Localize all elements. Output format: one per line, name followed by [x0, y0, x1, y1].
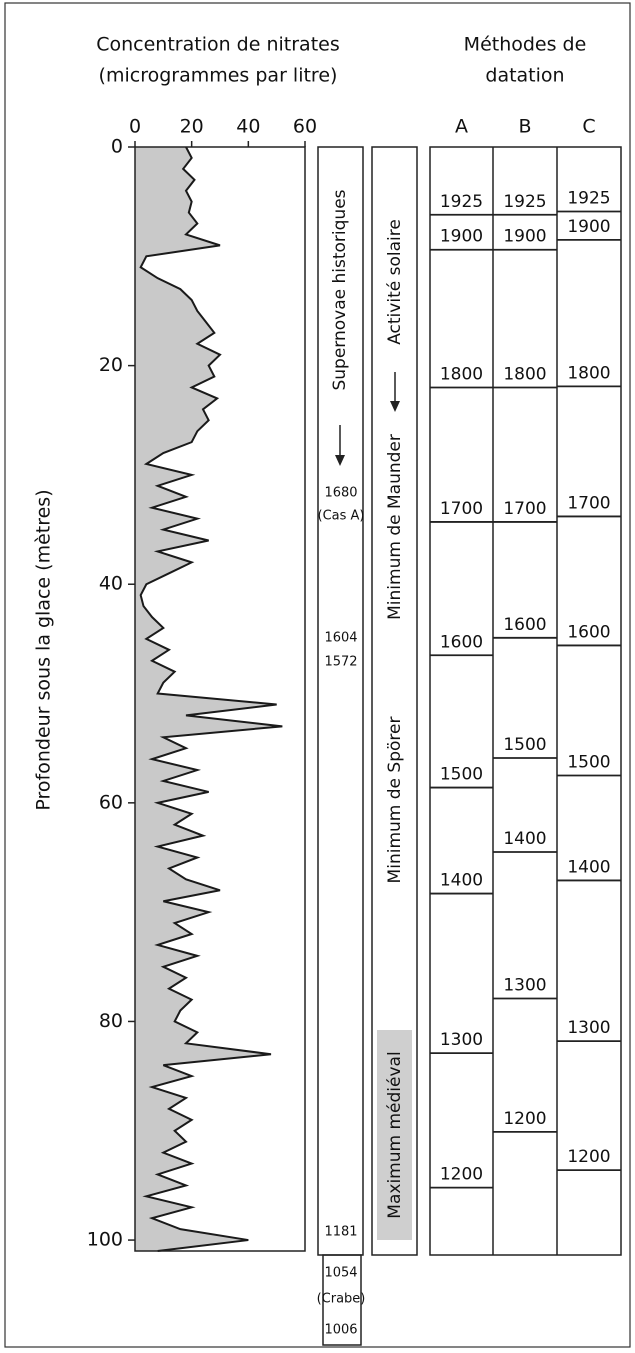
chart-title: Concentration de nitrates	[96, 34, 340, 56]
date-label: 1925	[503, 192, 546, 212]
method-name: A	[455, 116, 468, 138]
medieval-shade	[377, 1030, 412, 1240]
supernova-entry: (Cas A)	[318, 509, 365, 524]
date-label: 1200	[503, 1109, 546, 1129]
date-label: 1800	[567, 363, 610, 383]
date-label: 1400	[440, 871, 483, 891]
y-tick-label: 100	[87, 1229, 123, 1251]
supernova-entry: 1680	[324, 486, 357, 501]
supernova-entry: 1054	[324, 1266, 357, 1281]
y-tick-label: 20	[99, 354, 123, 376]
date-label: 1500	[503, 735, 546, 755]
date-label: 1900	[503, 227, 546, 247]
x-tick-label: 0	[129, 116, 141, 138]
date-label: 1600	[503, 615, 546, 635]
date-label: 1500	[567, 753, 610, 773]
date-label: 1700	[503, 499, 546, 519]
supernovae-column	[322, 1254, 362, 1346]
date-label: 1925	[440, 192, 483, 212]
date-label: 1600	[567, 622, 610, 642]
y-tick-label: 0	[111, 136, 123, 158]
supernova-entry: 1572	[324, 655, 357, 670]
solar-period: Maximum médiéval	[385, 1051, 405, 1218]
supernova-entry: 1006	[324, 1323, 357, 1338]
supernovae-label: Supernovae historiques	[330, 189, 350, 390]
plot-frame	[134, 146, 306, 1252]
y-axis-label: Profondeur sous la glace (mètres)	[33, 489, 55, 810]
date-label: 1400	[503, 829, 546, 849]
supernova-entry: 1604	[324, 631, 357, 646]
date-label: 1800	[440, 364, 483, 384]
date-label: 1900	[567, 217, 610, 237]
y-tick-label: 60	[99, 791, 123, 813]
dating-title: Méthodes de	[464, 34, 587, 56]
date-label: 1300	[503, 976, 546, 996]
y-tick-label: 80	[99, 1010, 123, 1032]
date-label: 1900	[440, 227, 483, 247]
x-tick-label: 60	[293, 116, 317, 138]
x-tick-label: 40	[236, 116, 260, 138]
nitrate-line	[139, 146, 283, 1252]
solar-column	[371, 146, 418, 1256]
date-label: 1300	[567, 1018, 610, 1038]
arrow-head	[390, 401, 400, 412]
arrow-head	[335, 455, 345, 466]
frame	[4, 2, 631, 1348]
date-label: 1300	[440, 1030, 483, 1050]
chart-subtitle: (microgrammes par litre)	[99, 65, 338, 87]
supernova-entry: (Crabe)	[317, 1292, 366, 1307]
solar-period: Minimum de Maunder	[385, 434, 405, 620]
supernova-entry: 1181	[324, 1225, 357, 1240]
date-label: 1500	[440, 765, 483, 785]
date-label: 1700	[440, 499, 483, 519]
method-name: B	[518, 116, 531, 138]
date-label: 1400	[567, 857, 610, 877]
date-label: 1200	[440, 1165, 483, 1185]
y-tick-label: 40	[99, 573, 123, 595]
date-label: 1925	[567, 188, 610, 208]
dating-title: datation	[485, 65, 564, 87]
solar-period: Minimum de Spörer	[385, 717, 405, 884]
date-label: 1700	[567, 493, 610, 513]
dating-box	[429, 146, 622, 1256]
date-label: 1600	[440, 632, 483, 652]
method-name: C	[582, 116, 595, 138]
x-tick-label: 20	[180, 116, 204, 138]
date-label: 1800	[503, 364, 546, 384]
solar-label: Activité solaire	[385, 219, 405, 345]
date-label: 1200	[567, 1147, 610, 1167]
